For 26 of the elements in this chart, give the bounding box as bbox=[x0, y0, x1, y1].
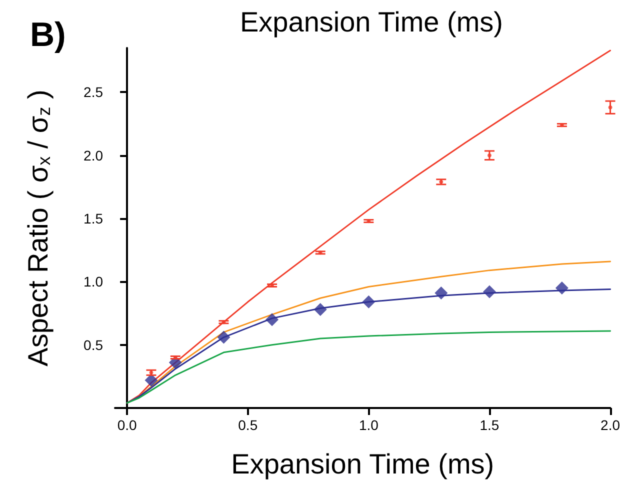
point bbox=[608, 105, 612, 110]
point bbox=[434, 286, 448, 300]
x-tick-label: 0.0 bbox=[117, 417, 138, 433]
point bbox=[217, 330, 230, 344]
point bbox=[362, 295, 376, 308]
text: Expansion Time (ms) bbox=[240, 6, 503, 38]
line-series bbox=[126, 50, 612, 404]
y-tick-label: 2.5 bbox=[84, 84, 104, 100]
y-tick-label: 0.5 bbox=[84, 336, 104, 353]
line-series bbox=[126, 330, 612, 404]
point bbox=[555, 282, 568, 294]
point bbox=[144, 374, 158, 387]
y-axis-title: Aspect Ratio ( σx / σz ) bbox=[22, 90, 54, 366]
point bbox=[314, 302, 327, 316]
x-tick-label: 2.0 bbox=[600, 417, 620, 433]
text: B) bbox=[30, 16, 66, 54]
x-tick-label: 0.5 bbox=[238, 417, 258, 433]
y-tick-label: 2.0 bbox=[84, 147, 104, 164]
x-tick-label: 1.0 bbox=[358, 417, 379, 433]
x-axis-title: Expansion Time (ms) bbox=[231, 448, 494, 480]
y-tick-label: 1.0 bbox=[84, 274, 104, 290]
x-tick-label: 1.5 bbox=[480, 417, 500, 433]
point bbox=[266, 313, 279, 326]
point bbox=[482, 285, 496, 298]
y-tick-label: 1.5 bbox=[84, 210, 104, 227]
point bbox=[487, 153, 492, 158]
